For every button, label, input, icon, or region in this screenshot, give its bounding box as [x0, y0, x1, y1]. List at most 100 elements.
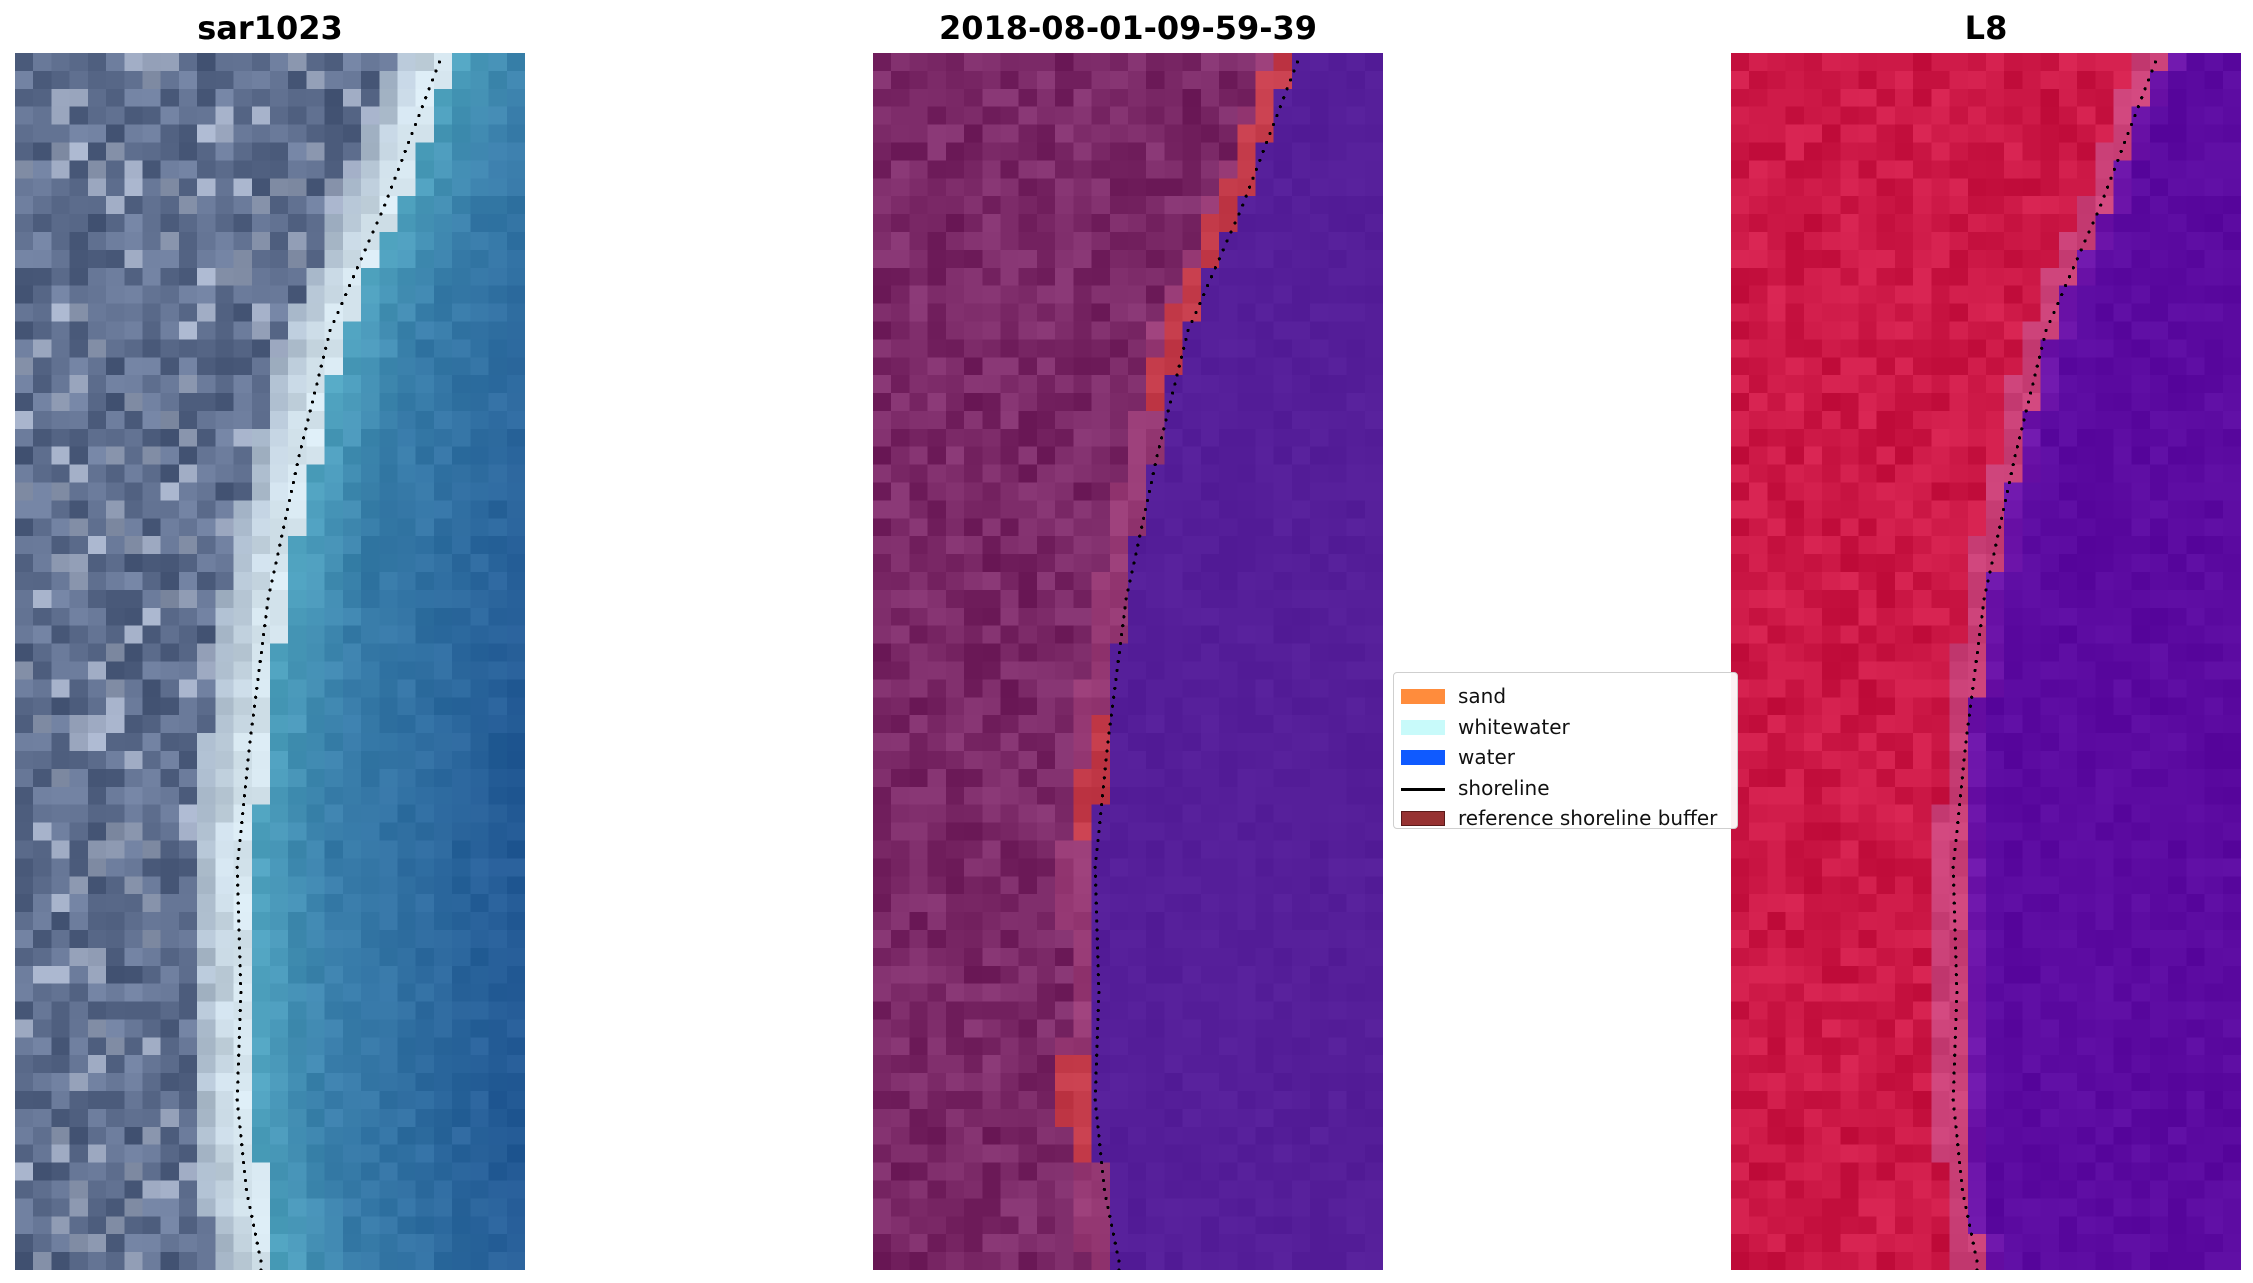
shoreline-dot [351, 275, 356, 279]
shoreline-dot [1122, 615, 1126, 619]
shoreline-dot [340, 301, 344, 306]
shoreline-dot [255, 1241, 259, 1245]
shoreline-dot [1157, 445, 1161, 449]
shoreline-dot [1957, 1161, 1962, 1165]
shoreline-dot [2056, 301, 2060, 306]
shoreline-dot [396, 167, 401, 171]
shoreline-dot [1184, 337, 1188, 341]
shoreline-dot [1099, 803, 1104, 807]
shoreline-dot [1147, 489, 1151, 494]
shoreline-dot [355, 266, 360, 270]
shoreline-dot [1198, 301, 1202, 306]
shoreline-dot [1179, 355, 1184, 359]
shoreline-dot [437, 60, 441, 64]
shoreline-dot [248, 1205, 252, 1209]
shoreline-dot [236, 892, 240, 896]
shoreline-dot [1098, 1143, 1102, 1147]
shoreline-dot [1955, 991, 1959, 995]
shoreline-dot [1974, 659, 1978, 664]
shoreline-dot [238, 1125, 242, 1129]
classified-image-canvas [873, 53, 1383, 1270]
shoreline-dot [1136, 543, 1140, 547]
shoreline-dot [1095, 937, 1099, 941]
shoreline-dot [304, 427, 308, 431]
shoreline-dot [1096, 838, 1100, 843]
shoreline-dot [375, 221, 379, 225]
shoreline-dot [1094, 1062, 1099, 1066]
shoreline-dot [1109, 713, 1113, 717]
shoreline-dot [1978, 633, 1982, 637]
shoreline-dot [1159, 436, 1164, 440]
shoreline-dot [1285, 87, 1289, 91]
shoreline-dot [407, 140, 411, 145]
shoreline-dot [1171, 391, 1175, 395]
shoreline-dot [1980, 615, 1984, 619]
shoreline-dot [236, 901, 240, 905]
shoreline-dot [1095, 928, 1099, 932]
shoreline-dot [1097, 829, 1101, 834]
shoreline-dot [1117, 1259, 1121, 1263]
legend: sand whitewater water shoreline referenc… [1393, 672, 1738, 830]
shoreline-dot [237, 1035, 241, 1039]
shoreline-dot [2000, 516, 2004, 520]
shoreline-dot [297, 454, 301, 458]
shoreline-dot [1964, 1205, 1968, 1209]
shoreline-dot [1093, 865, 1097, 869]
shoreline-dot [383, 203, 387, 207]
shoreline-dot [1954, 1026, 1958, 1030]
shoreline-dot [1966, 722, 1970, 726]
shoreline-dot [259, 1268, 263, 1270]
shoreline-dot [2064, 284, 2068, 288]
shoreline-dot [2052, 310, 2056, 315]
legend-item-sand: sand [1394, 681, 1737, 712]
shoreline-dot [235, 1089, 240, 1093]
rgb-satellite-image [15, 53, 525, 1270]
shoreline-dot [1217, 257, 1221, 261]
shoreline-dot [1292, 69, 1296, 73]
legend-item-whitewater: whitewater [1394, 712, 1737, 743]
shoreline-dot [1951, 865, 1955, 869]
shoreline-dot [1124, 597, 1128, 601]
shoreline-dot [244, 776, 248, 780]
shoreline-dot [2009, 471, 2013, 476]
shoreline-dot [237, 928, 241, 932]
shoreline-dot [1982, 597, 1986, 601]
shoreline-dot [1953, 919, 1957, 923]
shoreline-dot [389, 185, 394, 189]
shoreline-dot [237, 946, 242, 950]
shoreline-dot [242, 794, 247, 798]
shoreline-dot [1952, 901, 1956, 905]
shoreline-dot [1186, 328, 1190, 332]
nir-image-canvas [1731, 53, 2241, 1270]
shoreline-dot [1177, 364, 1181, 368]
shoreline-dot [1244, 194, 1248, 198]
shoreline-dot [250, 1214, 254, 1218]
legend-label-shoreline: shoreline [1458, 775, 1550, 800]
shoreline-dot [1095, 1035, 1099, 1039]
shoreline-dot [1105, 749, 1109, 753]
shoreline-dot [1093, 874, 1098, 878]
shoreline-dot [238, 1026, 242, 1030]
shoreline-dot [1973, 668, 1977, 673]
shoreline-dot [434, 69, 438, 73]
shoreline-dot [253, 1232, 258, 1236]
shoreline-dot [2048, 319, 2052, 324]
shoreline-dot [272, 570, 276, 574]
shoreline-dot [257, 668, 261, 673]
shoreline-dot [1976, 642, 1981, 646]
shoreline-dot [1229, 230, 1233, 234]
shoreline-dot [287, 498, 292, 503]
shoreline-dot [241, 1152, 245, 1156]
shoreline-dot [1117, 650, 1121, 655]
shoreline-dot [1962, 1196, 1966, 1201]
shoreline-dot [1099, 1161, 1104, 1165]
shoreline-dot [1110, 1223, 1114, 1227]
shoreline-dot [1096, 1017, 1100, 1022]
shoreline-dot [238, 964, 242, 968]
shoreline-dot [1954, 999, 1959, 1004]
shoreline-dot [239, 982, 243, 986]
shoreline-dot [1953, 1044, 1957, 1048]
shoreline-dot [258, 659, 262, 664]
shoreline-dot [315, 382, 319, 386]
shoreline-dot [1957, 812, 1961, 816]
